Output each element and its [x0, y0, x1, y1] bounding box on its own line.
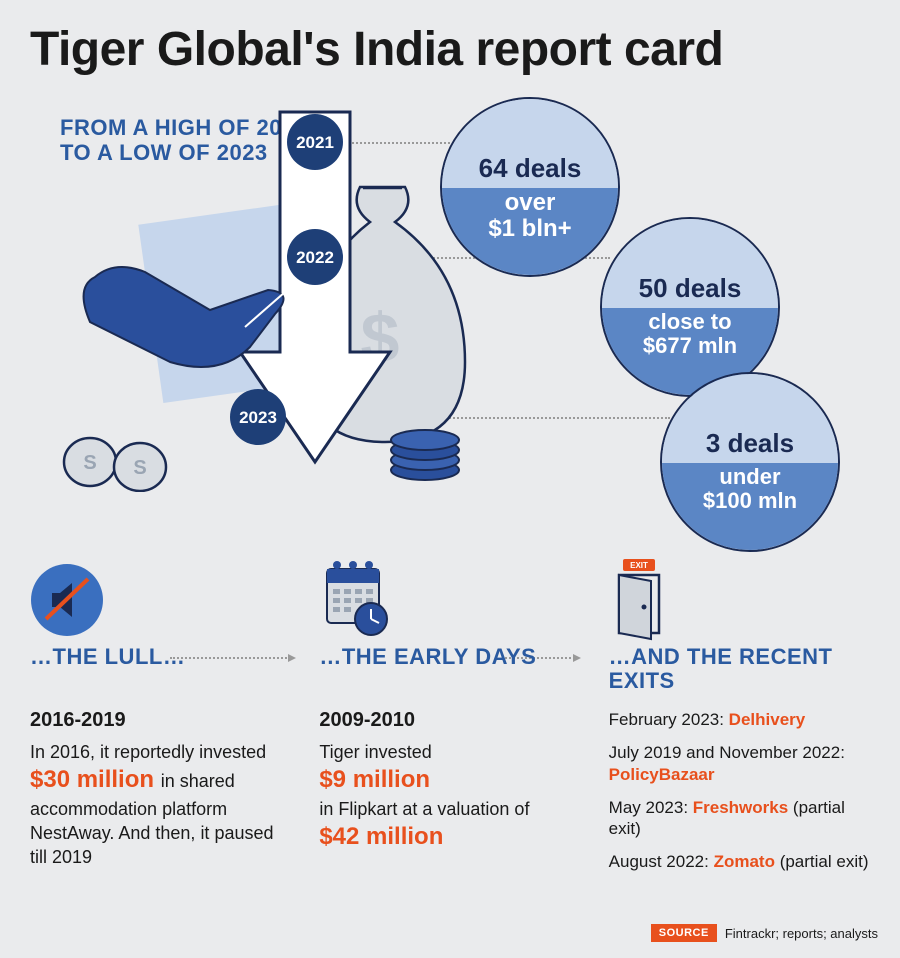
svg-text:2023: 2023: [239, 408, 277, 427]
exit-item: May 2023: Freshworks (partial exit): [609, 797, 870, 840]
column-title: …THE EARLY DAYS: [319, 645, 580, 695]
exits-list: February 2023: Delhivery July 2019 and N…: [609, 709, 870, 873]
svg-text:2021: 2021: [296, 133, 334, 152]
svg-text:S: S: [133, 457, 146, 479]
deal-bubble-2021: 64 deals over$1 bln+: [440, 97, 620, 277]
period-label: 2016-2019: [30, 709, 291, 732]
illustration: $ 2021 2022 2023 S S: [50, 92, 470, 492]
column-lull: …THE LULL… 2016-2019 In 2016, it reporte…: [30, 555, 291, 885]
exit-door-icon: EXIT: [609, 555, 870, 645]
column-title: …THE LULL…: [30, 645, 291, 695]
svg-text:S: S: [83, 452, 96, 474]
bubble-deals: 50 deals: [602, 219, 778, 308]
deal-bubble-2022: 50 deals close to$677 mln: [600, 217, 780, 397]
amount-highlight: $30 million: [30, 766, 161, 793]
svg-text:EXIT: EXIT: [630, 561, 648, 570]
exit-item: July 2019 and November 2022: PolicyBazaa…: [609, 742, 870, 785]
amount-highlight: $42 million: [319, 823, 443, 850]
column-exits: EXIT …AND THE RECENT EXITS February 2023…: [609, 555, 870, 885]
period-label: 2009-2010: [319, 709, 580, 732]
mute-icon: [30, 555, 291, 645]
column-title: …AND THE RECENT EXITS: [609, 645, 870, 695]
source-text: Fintrackr; reports; analysts: [725, 926, 878, 941]
main-title: Tiger Global's India report card: [0, 0, 900, 87]
exit-item: August 2022: Zomato (partial exit): [609, 851, 870, 872]
deal-bubble-2023: 3 deals under$100 mln: [660, 372, 840, 552]
bubble-value: under$100 mln: [662, 463, 838, 550]
svg-text:2022: 2022: [296, 248, 334, 267]
amount-highlight: $9 million: [319, 766, 430, 793]
calendar-clock-icon: [319, 555, 580, 645]
source-line: SOURCE Fintrackr; reports; analysts: [651, 924, 878, 942]
top-section: FROM A HIGH OF 2021 TO A LOW OF 2023 $ 2…: [0, 87, 900, 517]
column-early-days: …THE EARLY DAYS 2009-2010 Tiger invested…: [319, 555, 580, 885]
source-badge: SOURCE: [651, 924, 717, 942]
exit-item: February 2023: Delhivery: [609, 709, 870, 730]
column-text: In 2016, it reportedly invested $30 mill…: [30, 740, 291, 870]
column-text: Tiger invested $9 million in Flipkart at…: [319, 740, 580, 853]
bottom-section: …THE LULL… 2016-2019 In 2016, it reporte…: [30, 555, 870, 885]
